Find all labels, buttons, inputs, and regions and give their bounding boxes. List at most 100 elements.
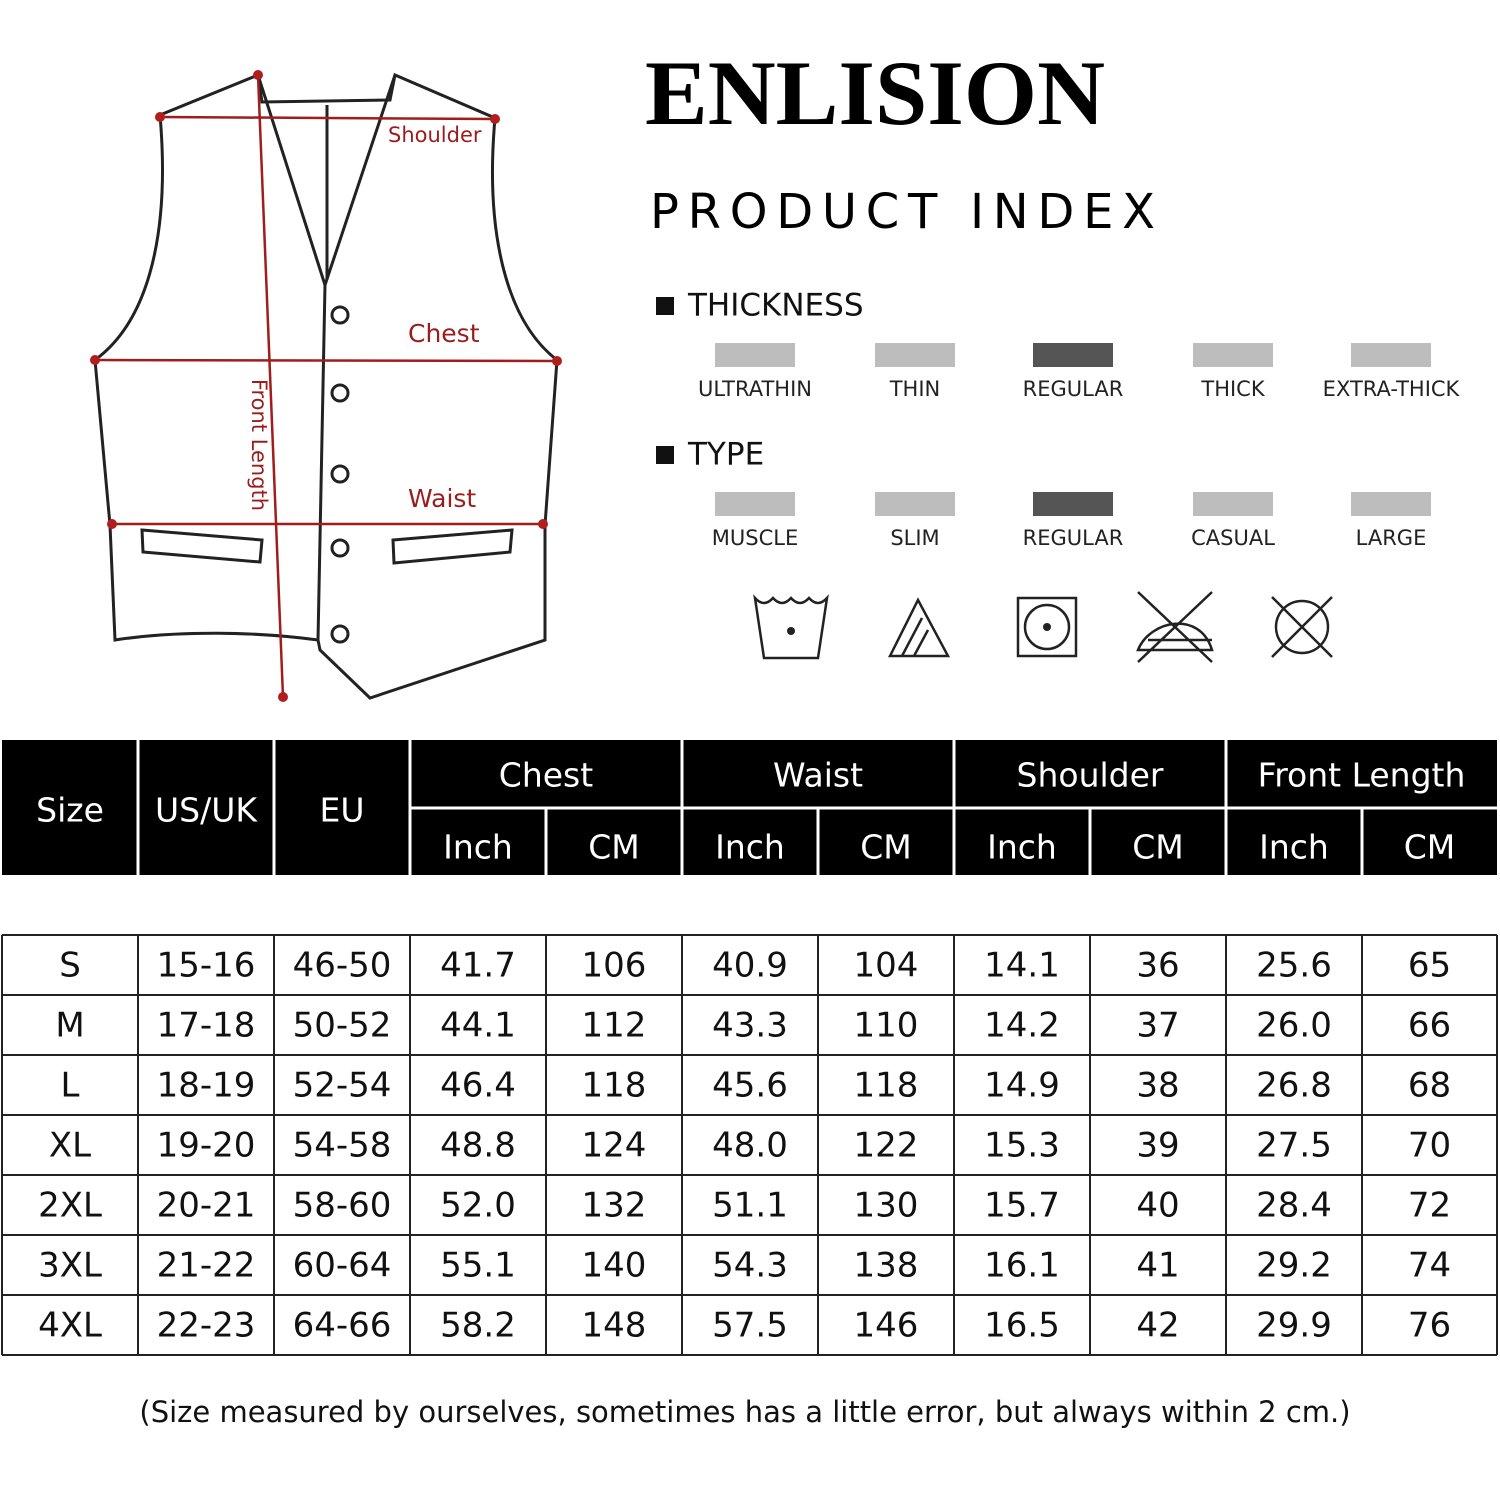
- index-bar: [715, 492, 795, 516]
- index-bar: [1193, 343, 1273, 367]
- table-cell: 41.7: [440, 946, 516, 986]
- table-cell: 52.0: [440, 1186, 516, 1226]
- table-cell: 29.9: [1256, 1306, 1332, 1346]
- index-label: REGULAR: [1023, 526, 1124, 550]
- header-unit: Inch: [1259, 828, 1329, 867]
- table-cell: 38: [1136, 1066, 1179, 1106]
- table-cell: 130: [854, 1186, 919, 1226]
- header-unit: CM: [860, 828, 912, 867]
- table-cell: 15.7: [984, 1186, 1060, 1226]
- table-cell: 50-52: [293, 1006, 392, 1046]
- header-cell: EU: [319, 791, 364, 830]
- table-cell: 110: [854, 1006, 919, 1046]
- care-icons: [753, 591, 1333, 663]
- table-cell: 43.3: [712, 1006, 788, 1046]
- table-cell: 36: [1136, 946, 1179, 986]
- section-bullet: [656, 297, 674, 315]
- index-bar: [875, 492, 955, 516]
- table-cell: 19-20: [157, 1126, 256, 1166]
- index-label: EXTRA-THICK: [1323, 377, 1461, 401]
- table-cell: 20-21: [157, 1186, 256, 1226]
- table-cell: 27.5: [1256, 1126, 1332, 1166]
- header-group: Waist: [773, 756, 863, 795]
- header-unit: Inch: [715, 828, 785, 867]
- index-bar: [1033, 492, 1113, 516]
- index-label: ULTRATHIN: [698, 377, 812, 401]
- table-cell: 60-64: [293, 1246, 392, 1286]
- table-cell: 58-60: [293, 1186, 392, 1226]
- table-cell: 37: [1136, 1006, 1179, 1046]
- table-cell: 46.4: [440, 1066, 516, 1106]
- header-group: Shoulder: [1017, 756, 1164, 795]
- table-cell: 118: [854, 1066, 919, 1106]
- table-cell: 15-16: [157, 946, 256, 986]
- waist-label: Waist: [408, 484, 476, 513]
- table-cell: 132: [582, 1186, 647, 1226]
- table-cell: 106: [582, 946, 647, 986]
- table-cell: 15.3: [984, 1126, 1060, 1166]
- table-cell: 16.1: [984, 1246, 1060, 1286]
- header-group: Front Length: [1258, 756, 1466, 795]
- table-cell: 122: [854, 1126, 919, 1166]
- table-cell: 66: [1408, 1006, 1451, 1046]
- table-cell: 16.5: [984, 1306, 1060, 1346]
- vest-diagram: Shoulder Chest Waist Front Length: [90, 70, 562, 702]
- table-cell: 40.9: [712, 946, 788, 986]
- table-cell: 54.3: [712, 1246, 788, 1286]
- table-cell: 41: [1136, 1246, 1179, 1286]
- index-label: THIN: [889, 377, 941, 401]
- table-cell: 148: [582, 1306, 647, 1346]
- table-cell: 54-58: [293, 1126, 392, 1166]
- table-cell: 48.0: [712, 1126, 788, 1166]
- table-cell: 17-18: [157, 1006, 256, 1046]
- table-cell: 14.2: [984, 1006, 1060, 1046]
- index-bar: [1351, 343, 1431, 367]
- table-cell: 72: [1408, 1186, 1451, 1226]
- index-label: CASUAL: [1191, 526, 1275, 550]
- table-cell: 39: [1136, 1126, 1179, 1166]
- index-label: SLIM: [890, 526, 939, 550]
- table-cell: M: [55, 1006, 84, 1046]
- index-bar: [715, 343, 795, 367]
- table-cell: 14.9: [984, 1066, 1060, 1106]
- index-label: MUSCLE: [712, 526, 798, 550]
- table-cell: 74: [1408, 1246, 1451, 1286]
- header-cell: Size: [36, 791, 104, 830]
- table-cell: 26.0: [1256, 1006, 1332, 1046]
- table-cell: 51.1: [712, 1186, 788, 1226]
- table-cell: 2XL: [38, 1186, 102, 1226]
- table-cell: 140: [582, 1246, 647, 1286]
- title: PRODUCT INDEX: [650, 184, 1155, 240]
- section-title: TYPE: [687, 437, 764, 473]
- header-unit: CM: [588, 828, 640, 867]
- table-cell: 45.6: [712, 1066, 788, 1106]
- section-title: THICKNESS: [687, 288, 864, 324]
- table-cell: 21-22: [157, 1246, 256, 1286]
- header-unit: CM: [1132, 828, 1184, 867]
- table-cell: 64-66: [293, 1306, 392, 1346]
- table-cell: 118: [582, 1066, 647, 1106]
- table-cell: 26.8: [1256, 1066, 1332, 1106]
- header-unit: CM: [1404, 828, 1456, 867]
- index-bar: [875, 343, 955, 367]
- table-cell: 44.1: [440, 1006, 516, 1046]
- table-cell: 104: [854, 946, 919, 986]
- table-cell: 18-19: [157, 1066, 256, 1106]
- table-cell: 3XL: [38, 1246, 102, 1286]
- table-cell: 46-50: [293, 946, 392, 986]
- header-group: Chest: [499, 756, 593, 795]
- brand: ENLISION: [645, 42, 1105, 144]
- table-cell: 70: [1408, 1126, 1451, 1166]
- table-cell: S: [59, 946, 81, 986]
- index-bar: [1351, 492, 1431, 516]
- table-cell: 52-54: [293, 1066, 392, 1106]
- table-cell: 65: [1408, 946, 1451, 986]
- table-cell: 146: [854, 1306, 919, 1346]
- index-bar: [1193, 492, 1273, 516]
- table-cell: 22-23: [157, 1306, 256, 1346]
- table-cell: XL: [49, 1126, 91, 1166]
- header-cell: US/UK: [155, 791, 258, 830]
- table-cell: 138: [854, 1246, 919, 1286]
- table-cell: 40: [1136, 1186, 1179, 1226]
